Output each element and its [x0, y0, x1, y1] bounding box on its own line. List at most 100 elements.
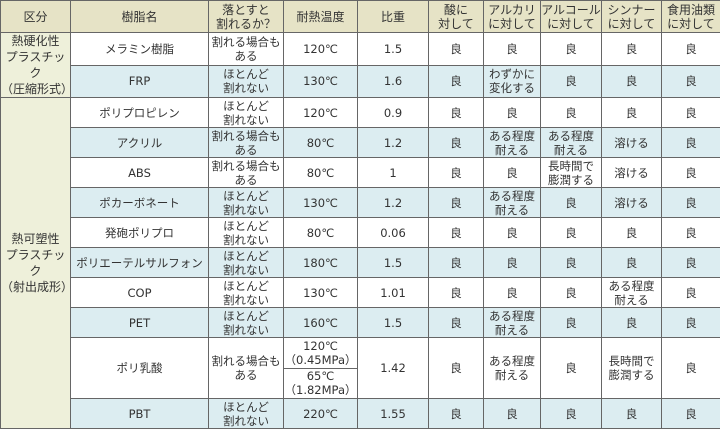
resin-name-cell: メラミン樹脂 [71, 33, 209, 66]
drop-break-cell: ほとんど 割れない [209, 98, 284, 128]
oil-cell: 良 [662, 248, 720, 278]
alcohol-cell: 良 [541, 399, 602, 429]
thinner-cell: 良 [602, 65, 662, 98]
oil-cell: 良 [662, 278, 720, 308]
heat-resistance-cell: 130℃ [284, 65, 358, 98]
header-alcohol: アルコール に対して [541, 1, 602, 33]
specific-gravity-cell: 1.6 [358, 65, 429, 98]
drop-break-cell: ほとんど 割れない [209, 308, 284, 338]
drop-break-cell: ほとんど 割れない [209, 65, 284, 98]
heat-resistance-cell: 130℃ [284, 278, 358, 308]
alkali-cell: 良 [484, 278, 541, 308]
resin-name-cell: PBT [71, 399, 209, 429]
oil-cell: 良 [662, 158, 720, 188]
resin-name-cell: ポリプロピレン [71, 98, 209, 128]
alkali-cell: 良 [484, 33, 541, 66]
resin-name-cell: アクリル [71, 128, 209, 158]
alkali-cell: ある程度 耐える [484, 338, 541, 399]
heat-resistance-cell: 120℃ [284, 33, 358, 66]
acid-cell: 良 [429, 98, 484, 128]
thinner-cell: ある程度 耐える [602, 278, 662, 308]
heat-resistance-cell: 120℃ （0.45MPa）65℃ （1.82MPa） [284, 338, 358, 399]
header-heat-resistance: 耐熱温度 [284, 1, 358, 33]
drop-break-cell: 割れる場合も ある [209, 158, 284, 188]
specific-gravity-cell: 1.01 [358, 278, 429, 308]
heat-resistance-split: 120℃ （0.45MPa）65℃ （1.82MPa） [284, 338, 357, 398]
oil-cell: 良 [662, 33, 720, 66]
header-oil: 食用油類 に対して [662, 1, 720, 33]
header-acid: 酸に 対して [429, 1, 484, 33]
oil-cell: 良 [662, 338, 720, 399]
header-resin-name: 樹脂名 [71, 1, 209, 33]
heat-resistance-cell: 130℃ [284, 188, 358, 218]
alcohol-cell: 良 [541, 338, 602, 399]
thinner-cell: 良 [602, 248, 662, 278]
acid-cell: 良 [429, 399, 484, 429]
specific-gravity-cell: 0.06 [358, 218, 429, 248]
heat-resistance-value: 65℃ （1.82MPa） [284, 369, 357, 399]
oil-cell: 良 [662, 188, 720, 218]
thinner-cell: 良 [602, 399, 662, 429]
specific-gravity-cell: 1 [358, 158, 429, 188]
resin-name-cell: FRP [71, 65, 209, 98]
thinner-cell: 溶ける [602, 128, 662, 158]
alcohol-cell: 良 [541, 65, 602, 98]
alcohol-cell: 長時間で 膨潤する [541, 158, 602, 188]
heat-resistance-cell: 80℃ [284, 218, 358, 248]
thinner-cell: 長時間で 膨潤する [602, 338, 662, 399]
specific-gravity-cell: 1.5 [358, 248, 429, 278]
alcohol-cell: 良 [541, 308, 602, 338]
heat-resistance-cell: 80℃ [284, 128, 358, 158]
heat-resistance-cell: 80℃ [284, 158, 358, 188]
alcohol-cell: 良 [541, 188, 602, 218]
category-cell: 熱可塑性 プラスチック （射出成形） [1, 98, 71, 429]
acid-cell: 良 [429, 338, 484, 399]
specific-gravity-cell: 1.2 [358, 188, 429, 218]
specific-gravity-cell: 1.5 [358, 308, 429, 338]
header-drop-break: 落とすと 割れるか？ [209, 1, 284, 33]
oil-cell: 良 [662, 65, 720, 98]
alcohol-cell: 良 [541, 98, 602, 128]
drop-break-cell: ほとんど 割れない [209, 218, 284, 248]
oil-cell: 良 [662, 308, 720, 338]
header-alkali: アルカリ に対して [484, 1, 541, 33]
header-specific-gravity: 比重 [358, 1, 429, 33]
alcohol-cell: 良 [541, 278, 602, 308]
acid-cell: 良 [429, 278, 484, 308]
acid-cell: 良 [429, 128, 484, 158]
acid-cell: 良 [429, 218, 484, 248]
alkali-cell: ある程度 耐える [484, 308, 541, 338]
oil-cell: 良 [662, 399, 720, 429]
oil-cell: 良 [662, 98, 720, 128]
thinner-cell: 良 [602, 33, 662, 66]
acid-cell: 良 [429, 308, 484, 338]
specific-gravity-cell: 1.42 [358, 338, 429, 399]
alkali-cell: わずかに 変化する [484, 65, 541, 98]
drop-break-cell: ほとんど 割れない [209, 248, 284, 278]
alcohol-cell: ある程度 耐える [541, 128, 602, 158]
thinner-cell: 良 [602, 218, 662, 248]
alkali-cell: 良 [484, 248, 541, 278]
header-row: 区分 樹脂名 落とすと 割れるか？ 耐熱温度 比重 酸に 対して アルカリ に対… [1, 1, 720, 33]
alkali-cell: 良 [484, 218, 541, 248]
category-cell: 熱硬化性 プラスチック （圧縮形式） [1, 33, 71, 98]
heat-resistance-value: 120℃ （0.45MPa） [284, 338, 357, 369]
heat-resistance-cell: 180℃ [284, 248, 358, 278]
specific-gravity-cell: 1.2 [358, 128, 429, 158]
alcohol-cell: 良 [541, 248, 602, 278]
specific-gravity-cell: 1.5 [358, 33, 429, 66]
resin-name-cell: ABS [71, 158, 209, 188]
resin-name-cell: ポリエーテルサルフォン [71, 248, 209, 278]
alkali-cell: 良 [484, 158, 541, 188]
acid-cell: 良 [429, 248, 484, 278]
resin-name-cell: ポリ乳酸 [71, 338, 209, 399]
